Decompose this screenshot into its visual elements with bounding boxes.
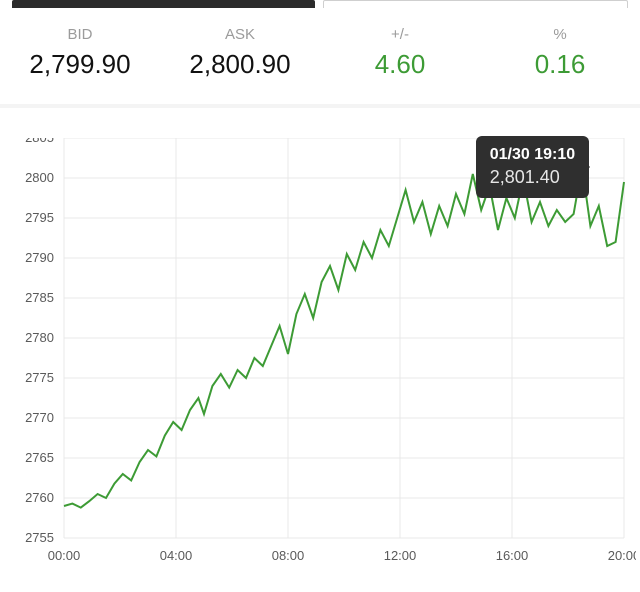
quote-ask-value: 2,800.90 <box>160 49 320 80</box>
svg-text:00:00: 00:00 <box>48 548 81 563</box>
quote-ask: ASK 2,800.90 <box>160 26 320 80</box>
quote-bid-label: BID <box>0 26 160 43</box>
svg-text:16:00: 16:00 <box>496 548 529 563</box>
quote-ask-label: ASK <box>160 26 320 43</box>
chart-area[interactable]: 2755 2760 2765 2770 2775 2780 2785 2790 2795 2800… <box>0 108 640 578</box>
quote-bid-value: 2,799.90 <box>0 49 160 80</box>
price-widget: BID 2,799.90 ASK 2,800.90 +/- 4.60 % 0.1… <box>0 0 640 592</box>
tab-active[interactable] <box>12 0 315 8</box>
tab-inactive[interactable] <box>323 0 628 8</box>
svg-text:2800: 2800 <box>25 170 54 185</box>
svg-text:2760: 2760 <box>25 490 54 505</box>
svg-text:2790: 2790 <box>25 250 54 265</box>
tabs-row <box>0 0 640 16</box>
quote-delta-label: +/- <box>320 26 480 43</box>
svg-text:04:00: 04:00 <box>160 548 193 563</box>
svg-text:2780: 2780 <box>25 330 54 345</box>
svg-text:2785: 2785 <box>25 290 54 305</box>
svg-text:2755: 2755 <box>25 530 54 545</box>
price-chart-svg: 2755 2760 2765 2770 2775 2780 2785 2790 2795 2800… <box>4 138 636 578</box>
svg-text:2775: 2775 <box>25 370 54 385</box>
quote-pct-label: % <box>480 26 640 43</box>
svg-text:2805: 2805 <box>25 138 54 145</box>
svg-text:2770: 2770 <box>25 410 54 425</box>
quote-delta: +/- 4.60 <box>320 26 480 80</box>
svg-text:08:00: 08:00 <box>272 548 305 563</box>
quote-delta-value: 4.60 <box>320 49 480 80</box>
svg-text:2765: 2765 <box>25 450 54 465</box>
svg-text:12:00: 12:00 <box>384 548 417 563</box>
quote-pct-value: 0.16 <box>480 49 640 80</box>
quotes-row: BID 2,799.90 ASK 2,800.90 +/- 4.60 % 0.1… <box>0 16 640 108</box>
svg-text:2795: 2795 <box>25 210 54 225</box>
svg-text:20:00: 20:00 <box>608 548 636 563</box>
quote-pct: % 0.16 <box>480 26 640 80</box>
quote-bid: BID 2,799.90 <box>0 26 160 80</box>
